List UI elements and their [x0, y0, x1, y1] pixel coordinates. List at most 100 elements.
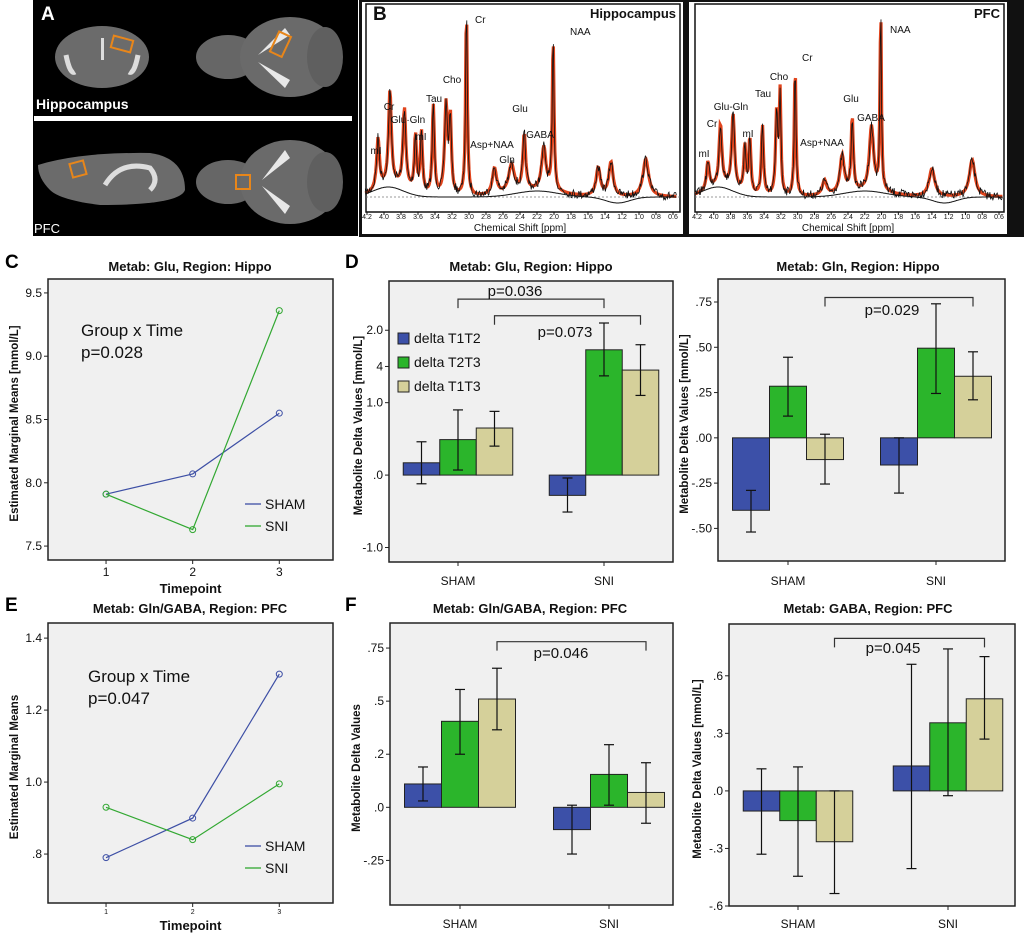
series-line-sham	[105, 412, 280, 495]
charts: Metab: Glu, Region: Hippo Estimated Margi…	[9, 259, 1016, 933]
x-tick-label: 1	[104, 909, 108, 916]
x-tick-label: 0.6	[668, 214, 678, 221]
legend-label: delta T1T2	[414, 330, 481, 346]
data-point-sham	[275, 670, 283, 678]
panel-d-chart: Metab: Glu, Region: Hippo Metabolite Delt…	[353, 259, 674, 588]
peak-label: GABA	[526, 130, 554, 141]
x-tick-label: 3.8	[396, 214, 406, 221]
x-tick-label: SHAM	[441, 574, 476, 588]
series-line-sni	[105, 783, 280, 841]
significance-bracket	[493, 315, 642, 325]
significance-bracket	[824, 296, 974, 307]
data-point-sham	[275, 409, 283, 417]
legend-label: delta T2T3	[414, 354, 481, 370]
divider	[34, 116, 352, 121]
peak-label: Asp+NAA	[470, 140, 514, 151]
x-tick-label: 3.6	[413, 214, 423, 221]
series-line-sni	[105, 310, 280, 531]
region-label-hippocampus: Hippocampus	[36, 96, 129, 112]
baseline-curve	[695, 186, 1003, 204]
peak-label: Gln	[499, 155, 515, 166]
x-tick-label: SNI	[926, 574, 946, 588]
peak-label: Asp+NAA	[800, 138, 844, 149]
plot-area	[47, 278, 334, 561]
y-axis-label: Estimated Marginal Means [mmol/L]	[9, 325, 21, 521]
y-tick-label: 9.0	[25, 349, 42, 363]
peak-label: Glu·Gln	[391, 115, 425, 126]
bar	[621, 369, 660, 476]
chart-title: Metab: Gln/GABA, Region: PFC	[93, 601, 288, 616]
y-tick-label: 1.0	[366, 396, 383, 410]
legend-label: SHAM	[265, 496, 305, 512]
x-tick-label: SNI	[594, 574, 614, 588]
peak-label: Glu-Gln	[714, 102, 748, 113]
x-tick-label: 1.4	[927, 214, 937, 221]
chart-title: Metab: Gln, Region: Hippo	[776, 259, 939, 274]
x-tick-label: 1.8	[893, 214, 903, 221]
baseline-curve	[365, 186, 677, 204]
plot-area	[47, 622, 334, 904]
peak-label: mI	[742, 129, 753, 140]
x-tick-label: 2.0	[549, 214, 559, 221]
x-tick-label: SHAM	[771, 574, 806, 588]
peak-label: Glu	[843, 94, 859, 105]
significance-bracket	[833, 637, 986, 648]
x-tick-label: 2	[189, 565, 196, 579]
annotation-text: p=0.047	[88, 689, 150, 708]
x-tick-label: 2.2	[532, 214, 542, 221]
y-tick-label: .50	[695, 340, 712, 354]
p-value-label: p=0.029	[865, 302, 920, 319]
y-axis-label: Metabolite Delta Values [mmol/L]	[353, 336, 365, 516]
y-tick-label: 8.0	[25, 476, 42, 490]
y-tick-label: 1.2	[25, 703, 42, 717]
y-tick-label: -1.0	[362, 541, 383, 555]
brain-coronal-hippocampus	[55, 26, 149, 88]
x-tick-label: 2.8	[810, 214, 820, 221]
peak-label: Cho	[443, 75, 462, 86]
x-tick-label: 3	[276, 565, 283, 579]
panel-a-mri: Hippocampus PFC A	[33, 0, 358, 236]
x-tick-label: SNI	[938, 917, 958, 931]
y-tick-label: .2	[374, 747, 384, 761]
legend-swatch	[397, 356, 410, 369]
y-tick-label: 9.5	[25, 286, 42, 300]
roi-box	[235, 174, 251, 190]
x-tick-label: 1.2	[617, 214, 627, 221]
data-point-sni	[189, 836, 197, 844]
x-tick-label: 1.4	[600, 214, 610, 221]
x-tick-label: 0.8	[977, 214, 987, 221]
panel-f-chart: Metab: Gln/GABA, Region: PFC Metabolite D…	[351, 601, 674, 931]
y-tick-label: .75	[695, 295, 712, 309]
x-tick-label: SHAM	[781, 917, 816, 931]
x-tick-label: SNI	[599, 917, 619, 931]
p-value-label: p=0.045	[866, 640, 921, 657]
region-label-pfc: PFC	[34, 221, 60, 236]
peak-label: Cr	[475, 15, 486, 26]
peak-label: GABA	[857, 113, 885, 124]
p-value-label: p=0.073	[538, 324, 593, 341]
roi-box	[268, 30, 293, 59]
y-tick-label: 1.4	[25, 631, 42, 645]
x-tick-label: 2.0	[877, 214, 887, 221]
roi-box	[109, 34, 135, 54]
x-tick-label: 1.2	[944, 214, 954, 221]
significance-bracket	[457, 298, 605, 309]
x-axis-label: Chemical Shift [ppm]	[802, 223, 894, 234]
x-axis-label: Timepoint	[160, 581, 223, 596]
x-tick-label: 3.4	[430, 214, 440, 221]
panel-letter-f: F	[345, 595, 357, 616]
x-tick-label: 2.4	[843, 214, 853, 221]
y-axis-label: Metabolite Delta Values [mmol/L]	[692, 679, 704, 859]
x-tick-label: 3.0	[793, 214, 803, 221]
x-tick-label: 4.2	[692, 214, 702, 221]
x-tick-label: 4.2	[362, 214, 372, 221]
y-tick-label: .0	[713, 784, 723, 798]
panel-letter-b: B	[373, 4, 387, 25]
x-tick-label: 3.4	[759, 214, 769, 221]
x-tick-label: 2.2	[860, 214, 870, 221]
roi-box	[68, 159, 88, 179]
y-tick-label: -.50	[691, 521, 712, 535]
chart-title: Metab: Glu, Region: Hippo	[108, 259, 271, 274]
y-tick-label: .25	[695, 386, 712, 400]
legend-swatch	[397, 380, 410, 393]
